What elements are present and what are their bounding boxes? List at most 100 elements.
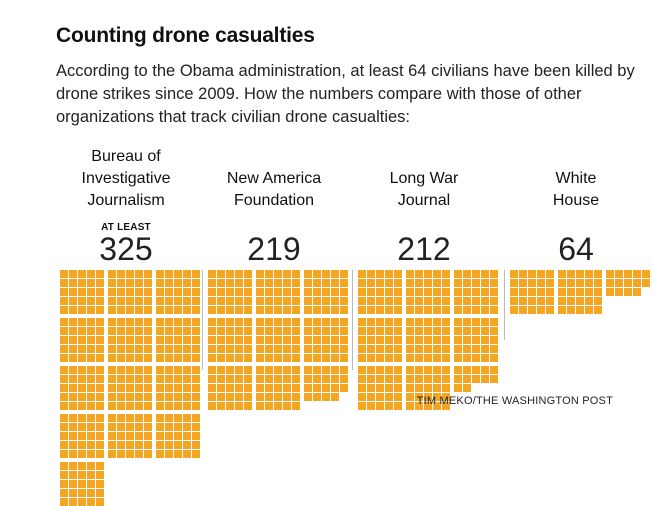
casualty-square xyxy=(217,375,226,384)
casualty-square xyxy=(144,450,153,459)
casualty-square xyxy=(454,375,462,384)
casualty-square xyxy=(576,306,585,315)
casualty-square xyxy=(126,414,135,422)
casualty-square xyxy=(235,306,244,315)
casualty-square xyxy=(135,384,144,393)
casualty-square xyxy=(69,288,78,297)
casualty-square xyxy=(558,279,566,288)
casualty-square xyxy=(156,402,164,411)
count-qualifier: AT LEAST xyxy=(101,222,151,233)
casualty-square xyxy=(304,354,312,363)
casualty-square xyxy=(96,489,105,498)
casualty-square xyxy=(472,318,481,326)
casualty-square xyxy=(144,375,153,384)
casualty-square xyxy=(606,270,614,278)
casualty-square xyxy=(87,297,96,306)
casualty-square xyxy=(606,288,614,297)
casualty-square xyxy=(313,306,322,315)
casualty-square xyxy=(117,384,126,393)
casualty-square xyxy=(442,393,451,402)
casualty-square xyxy=(87,480,96,489)
casualty-square xyxy=(69,306,78,315)
casualty-square xyxy=(126,402,135,411)
casualty-square xyxy=(117,393,126,402)
casualty-square xyxy=(235,402,244,411)
casualty-square xyxy=(244,354,253,363)
casualty-square xyxy=(126,327,135,336)
casualty-square xyxy=(433,270,442,278)
casualty-square xyxy=(108,432,116,441)
casualty-square xyxy=(60,288,68,297)
casualty-square xyxy=(96,414,105,422)
casualty-square xyxy=(490,297,499,306)
casualty-square xyxy=(463,327,472,336)
casualty-square xyxy=(519,288,528,297)
column-divider xyxy=(504,270,505,340)
casualty-square xyxy=(78,423,87,432)
casualty-square xyxy=(208,336,216,345)
casualty-square xyxy=(126,384,135,393)
casualty-square xyxy=(87,441,96,450)
casualty-square xyxy=(192,306,201,315)
casualty-square xyxy=(274,402,283,411)
casualty-square xyxy=(367,270,376,278)
casualty-square xyxy=(226,270,235,278)
casualty-square xyxy=(174,288,183,297)
casualty-square xyxy=(481,270,490,278)
casualty-square xyxy=(283,336,292,345)
casualty-square xyxy=(274,393,283,402)
casualty-square xyxy=(424,279,433,288)
casualty-square xyxy=(117,279,126,288)
casualty-square xyxy=(385,270,394,278)
casualty-square xyxy=(376,270,385,278)
casualty-square xyxy=(537,270,546,278)
casualty-square xyxy=(192,450,201,459)
casualty-square xyxy=(126,432,135,441)
casualty-square xyxy=(96,327,105,336)
casualty-square xyxy=(394,345,403,354)
casualty-square xyxy=(135,441,144,450)
casualty-square xyxy=(165,354,174,363)
casualty-square xyxy=(217,270,226,278)
casualty-square xyxy=(331,306,340,315)
casualty-square xyxy=(463,336,472,345)
casualty-square xyxy=(108,288,116,297)
casualty-square xyxy=(87,366,96,374)
casualty-square xyxy=(367,288,376,297)
count-value: 64 xyxy=(558,231,594,267)
casualty-square xyxy=(144,279,153,288)
casualty-square xyxy=(558,306,566,315)
casualty-square xyxy=(117,366,126,374)
casualty-square xyxy=(144,414,153,422)
casualty-square xyxy=(117,288,126,297)
casualty-square xyxy=(96,432,105,441)
casualty-square xyxy=(642,270,651,278)
casualty-square xyxy=(96,393,105,402)
casualty-square xyxy=(322,354,331,363)
casualty-square xyxy=(192,414,201,422)
casualty-square xyxy=(367,393,376,402)
casualty-square xyxy=(472,306,481,315)
casualty-square xyxy=(519,279,528,288)
casualty-square xyxy=(567,306,576,315)
casualty-square xyxy=(322,336,331,345)
casualty-square xyxy=(424,375,433,384)
casualty-square xyxy=(406,366,414,374)
casualty-square xyxy=(183,270,192,278)
casualty-square xyxy=(60,354,68,363)
casualty-square xyxy=(144,270,153,278)
casualty-square xyxy=(244,297,253,306)
casualty-square xyxy=(60,471,68,480)
casualty-square xyxy=(135,336,144,345)
casualty-square xyxy=(265,288,274,297)
casualty-square xyxy=(454,354,462,363)
casualty-square xyxy=(183,423,192,432)
casualty-square xyxy=(322,393,331,402)
casualty-square xyxy=(217,384,226,393)
casualty-square xyxy=(358,393,366,402)
casualty-square xyxy=(78,354,87,363)
casualty-square xyxy=(244,345,253,354)
casualty-square xyxy=(615,279,624,288)
casualty-square xyxy=(358,327,366,336)
casualty-square xyxy=(117,432,126,441)
